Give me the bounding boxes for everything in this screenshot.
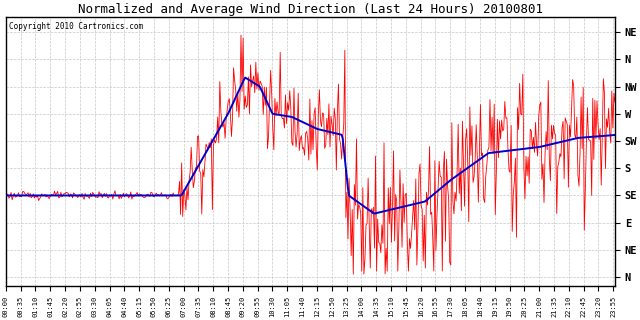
Text: Copyright 2010 Cartronics.com: Copyright 2010 Cartronics.com bbox=[9, 22, 143, 31]
Title: Normalized and Average Wind Direction (Last 24 Hours) 20100801: Normalized and Average Wind Direction (L… bbox=[78, 3, 543, 16]
